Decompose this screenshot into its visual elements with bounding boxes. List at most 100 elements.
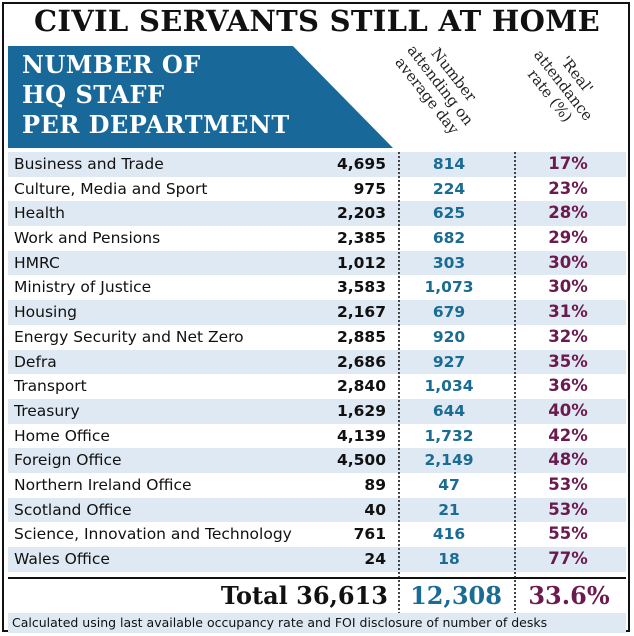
department-cell: Business and Trade [14, 155, 164, 173]
total-divider [8, 577, 626, 579]
staff-cell: 1,012 [336, 253, 386, 272]
attending-cell: 1,073 [424, 278, 474, 297]
attending-cell: 679 [432, 303, 466, 322]
staff-cell: 24 [364, 550, 386, 568]
staff-cell: 2,203 [336, 204, 386, 223]
department-cell: Defra [14, 352, 57, 371]
staff-cell: 4,695 [336, 155, 386, 173]
department-cell: Northern Ireland Office [14, 475, 192, 494]
staff-cell: 40 [364, 500, 386, 519]
rate-cell: 42% [548, 425, 588, 445]
column-divider [514, 152, 516, 578]
rate-cell: 53% [548, 499, 588, 519]
banner-line: PER DEPARTMENT [22, 110, 290, 139]
rate-cell: 30% [548, 277, 588, 297]
total-staff: 36,613 [296, 581, 388, 610]
rate-cell: 55% [548, 524, 588, 544]
footnote: Calculated using last available occupanc… [8, 613, 626, 633]
attending-cell: 625 [432, 204, 466, 223]
headline: CIVIL SERVANTS STILL AT HOME [33, 4, 600, 38]
table-row: Defra 2,686 927 35% [8, 349, 626, 375]
table-row: HMRC 1,012 303 30% [8, 250, 626, 276]
department-cell: Treasury [14, 401, 80, 420]
table-row: Treasury 1,629 644 40% [8, 398, 626, 424]
table-row: Science, Innovation and Technology 761 416… [8, 522, 626, 547]
staff-cell: 1,629 [336, 401, 386, 420]
rate-cell: 30% [548, 252, 588, 272]
total-row: Total 36,613 12,308 33.6% [8, 580, 626, 612]
staff-cell: 89 [364, 475, 386, 494]
attending-cell: 2,149 [424, 451, 474, 470]
department-cell: Housing [14, 303, 78, 322]
table-row: Business and Trade 4,695 814 17% [8, 152, 626, 177]
table-row: Home Office 4,139 1,732 42% [8, 424, 626, 449]
column-divider [398, 580, 400, 614]
table-row: Health 2,203 625 28% [8, 201, 626, 227]
rate-cell: 17% [548, 154, 588, 173]
attending-cell: 416 [432, 525, 466, 544]
attending-cell: 1,034 [424, 377, 474, 396]
rate-cell: 53% [548, 474, 588, 494]
staff-cell: 4,500 [336, 451, 386, 470]
attending-cell: 920 [432, 327, 466, 346]
column-divider [514, 580, 516, 614]
staff-cell: 2,686 [336, 352, 386, 371]
department-cell: Scotland Office [14, 500, 132, 519]
department-cell: Foreign Office [14, 451, 122, 470]
rate-cell: 32% [548, 326, 588, 346]
total-attending: 12,308 [410, 581, 502, 610]
attending-cell: 303 [432, 253, 466, 272]
staff-cell: 2,167 [336, 303, 386, 322]
department-cell: Home Office [14, 426, 110, 445]
staff-cell: 2,840 [336, 377, 386, 396]
department-cell: HMRC [14, 253, 60, 272]
table-row: Wales Office 24 18 77% [8, 547, 626, 572]
table-row: Work and Pensions 2,385 682 29% [8, 226, 626, 251]
table-row: Housing 2,167 679 31% [8, 300, 626, 325]
attending-cell: 224 [432, 179, 466, 198]
total-label: Total [220, 581, 288, 610]
staff-cell: 4,139 [336, 426, 386, 445]
rate-cell: 48% [548, 450, 588, 470]
table-row: Ministry of Justice 3,583 1,073 30% [8, 275, 626, 300]
total-label-and-staff: Total 36,613 [188, 580, 388, 612]
department-cell: Transport [14, 377, 87, 396]
banner-line: HQ STAFF [22, 80, 165, 109]
table-row: Northern Ireland Office 89 47 53% [8, 473, 626, 498]
rate-cell: 28% [548, 203, 588, 223]
department-cell: Science, Innovation and Technology [14, 525, 292, 544]
department-cell: Health [14, 204, 65, 223]
attending-cell: 21 [438, 500, 460, 519]
attending-cell: 18 [438, 550, 460, 568]
attending-cell: 1,732 [424, 426, 474, 445]
attending-cell: 927 [432, 352, 466, 371]
table-row: Energy Security and Net Zero 2,885 920 32% [8, 325, 626, 350]
attending-cell: 47 [438, 475, 460, 494]
table-row: Culture, Media and Sport 975 224 23% [8, 177, 626, 202]
attending-cell: 682 [432, 229, 466, 248]
attending-cell: 814 [432, 155, 466, 173]
staff-cell: 2,385 [336, 229, 386, 248]
department-cell: Work and Pensions [14, 229, 161, 248]
rate-cell: 23% [548, 178, 588, 198]
staff-cell: 3,583 [336, 278, 386, 297]
banner-line: NUMBER OF [22, 50, 201, 79]
staff-column-banner: NUMBER OF HQ STAFF PER DEPARTMENT [8, 46, 393, 148]
department-cell: Culture, Media and Sport [14, 179, 208, 198]
table-row: Foreign Office 4,500 2,149 48% [8, 448, 626, 473]
department-cell: Wales Office [14, 550, 110, 568]
table-row: Transport 2,840 1,034 36% [8, 374, 626, 399]
rate-cell: 29% [548, 228, 588, 248]
staff-cell: 975 [353, 179, 386, 198]
rate-cell: 40% [548, 400, 588, 420]
rate-cell: 35% [548, 351, 588, 371]
column-divider [398, 152, 400, 578]
department-cell: Ministry of Justice [14, 278, 152, 297]
rate-cell: 36% [548, 376, 588, 396]
staff-cell: 2,885 [336, 327, 386, 346]
staff-cell: 761 [353, 525, 386, 544]
rate-cell: 77% [548, 549, 588, 568]
total-rate: 33.6% [528, 581, 610, 610]
table-row: Scotland Office 40 21 53% [8, 497, 626, 523]
department-cell: Energy Security and Net Zero [14, 327, 244, 346]
